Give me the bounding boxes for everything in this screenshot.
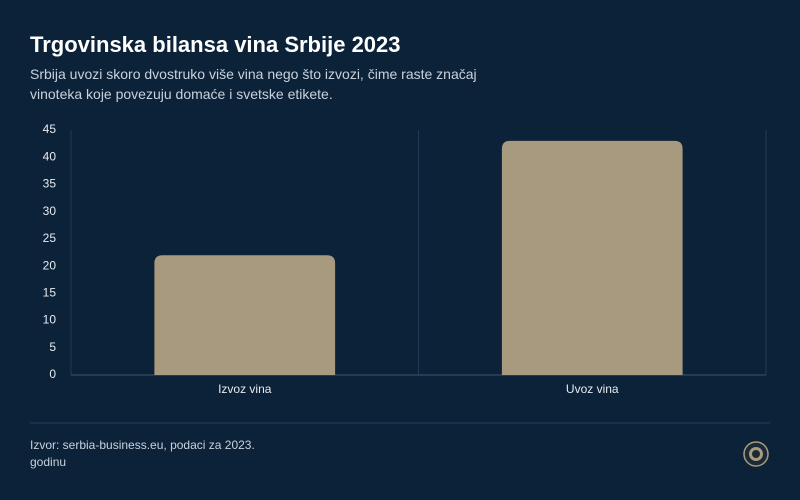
bar xyxy=(501,140,683,375)
x-tick-label: Uvoz vina xyxy=(566,382,619,396)
bar xyxy=(154,255,336,375)
y-tick-label: 20 xyxy=(43,258,57,272)
source-note: Izvor: serbia-business.eu, podaci za 202… xyxy=(30,438,255,469)
y-tick-label: 45 xyxy=(43,122,57,136)
y-tick-label: 15 xyxy=(43,286,57,300)
y-tick-label: 25 xyxy=(43,231,57,245)
chart-title: Trgovinska bilansa vina Srbije 2023 xyxy=(30,32,401,57)
y-tick-label: 0 xyxy=(49,367,56,381)
y-tick-label: 35 xyxy=(43,177,57,191)
y-tick-label: 10 xyxy=(43,313,57,327)
x-tick-label: Izvoz vina xyxy=(218,382,272,396)
y-tick-label: 30 xyxy=(43,204,57,218)
y-tick-label: 5 xyxy=(49,340,56,354)
y-tick-label: 40 xyxy=(43,149,57,163)
chart-subtitle: Srbija uvozi skoro dvostruko više vina n… xyxy=(30,66,477,102)
logo xyxy=(743,441,769,467)
